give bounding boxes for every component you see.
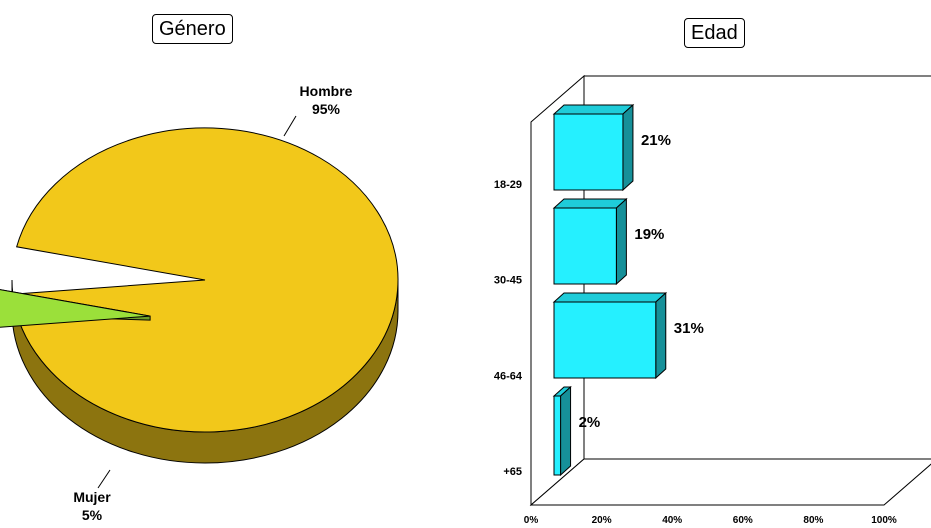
pie-label-mujer: Mujer bbox=[73, 489, 111, 505]
y-category-label: 46-64 bbox=[494, 370, 523, 382]
bar-back-wall bbox=[583, 75, 931, 460]
pie-value-mujer: 5% bbox=[82, 507, 103, 523]
pie-label-hombre: Hombre bbox=[300, 83, 353, 99]
x-tick-label: 40% bbox=[662, 515, 682, 526]
bar-floor bbox=[529, 458, 931, 506]
bar-side bbox=[560, 385, 572, 477]
bar-46-64 bbox=[553, 301, 657, 379]
pie-slice-mujer bbox=[0, 289, 151, 328]
bar-value-label: 21% bbox=[641, 132, 671, 149]
pie-value-hombre: 95% bbox=[312, 101, 341, 117]
pie-chart: Hombre 95% Mujer 5% bbox=[0, 83, 399, 523]
bar-side bbox=[622, 103, 634, 192]
bar-top bbox=[552, 292, 668, 303]
x-tick-label: 80% bbox=[803, 515, 823, 526]
pie-chart-title: Género bbox=[152, 14, 233, 44]
pie-slice-hombre bbox=[12, 127, 399, 433]
x-tick-label: 20% bbox=[592, 515, 612, 526]
bar-side bbox=[655, 291, 667, 380]
y-category-label: 18-29 bbox=[494, 179, 522, 191]
bar-+65 bbox=[553, 395, 562, 476]
y-category-label: 30-45 bbox=[494, 275, 522, 287]
pie-leader-mujer bbox=[97, 469, 111, 489]
x-tick-label: 60% bbox=[733, 515, 753, 526]
y-category-label: +65 bbox=[503, 466, 522, 478]
bar-top bbox=[552, 198, 628, 209]
pie-leader-hombre bbox=[283, 115, 297, 137]
bar-value-label: 2% bbox=[579, 414, 601, 431]
bar-chart-title: Edad bbox=[684, 18, 745, 48]
bar-value-label: 31% bbox=[674, 320, 704, 337]
x-tick-label: 0% bbox=[524, 515, 539, 526]
bar-top bbox=[552, 104, 635, 115]
bar-side bbox=[615, 197, 627, 286]
bar-chart: 0% 20% 40% 60% 80% 100% 21% 18-29 19% 30-45 31% 46-… bbox=[494, 74, 931, 526]
bar-18-29 bbox=[553, 113, 624, 191]
x-tick-label: 100% bbox=[871, 515, 897, 526]
bar-value-label: 19% bbox=[634, 226, 664, 243]
bar-30-45 bbox=[553, 207, 617, 285]
